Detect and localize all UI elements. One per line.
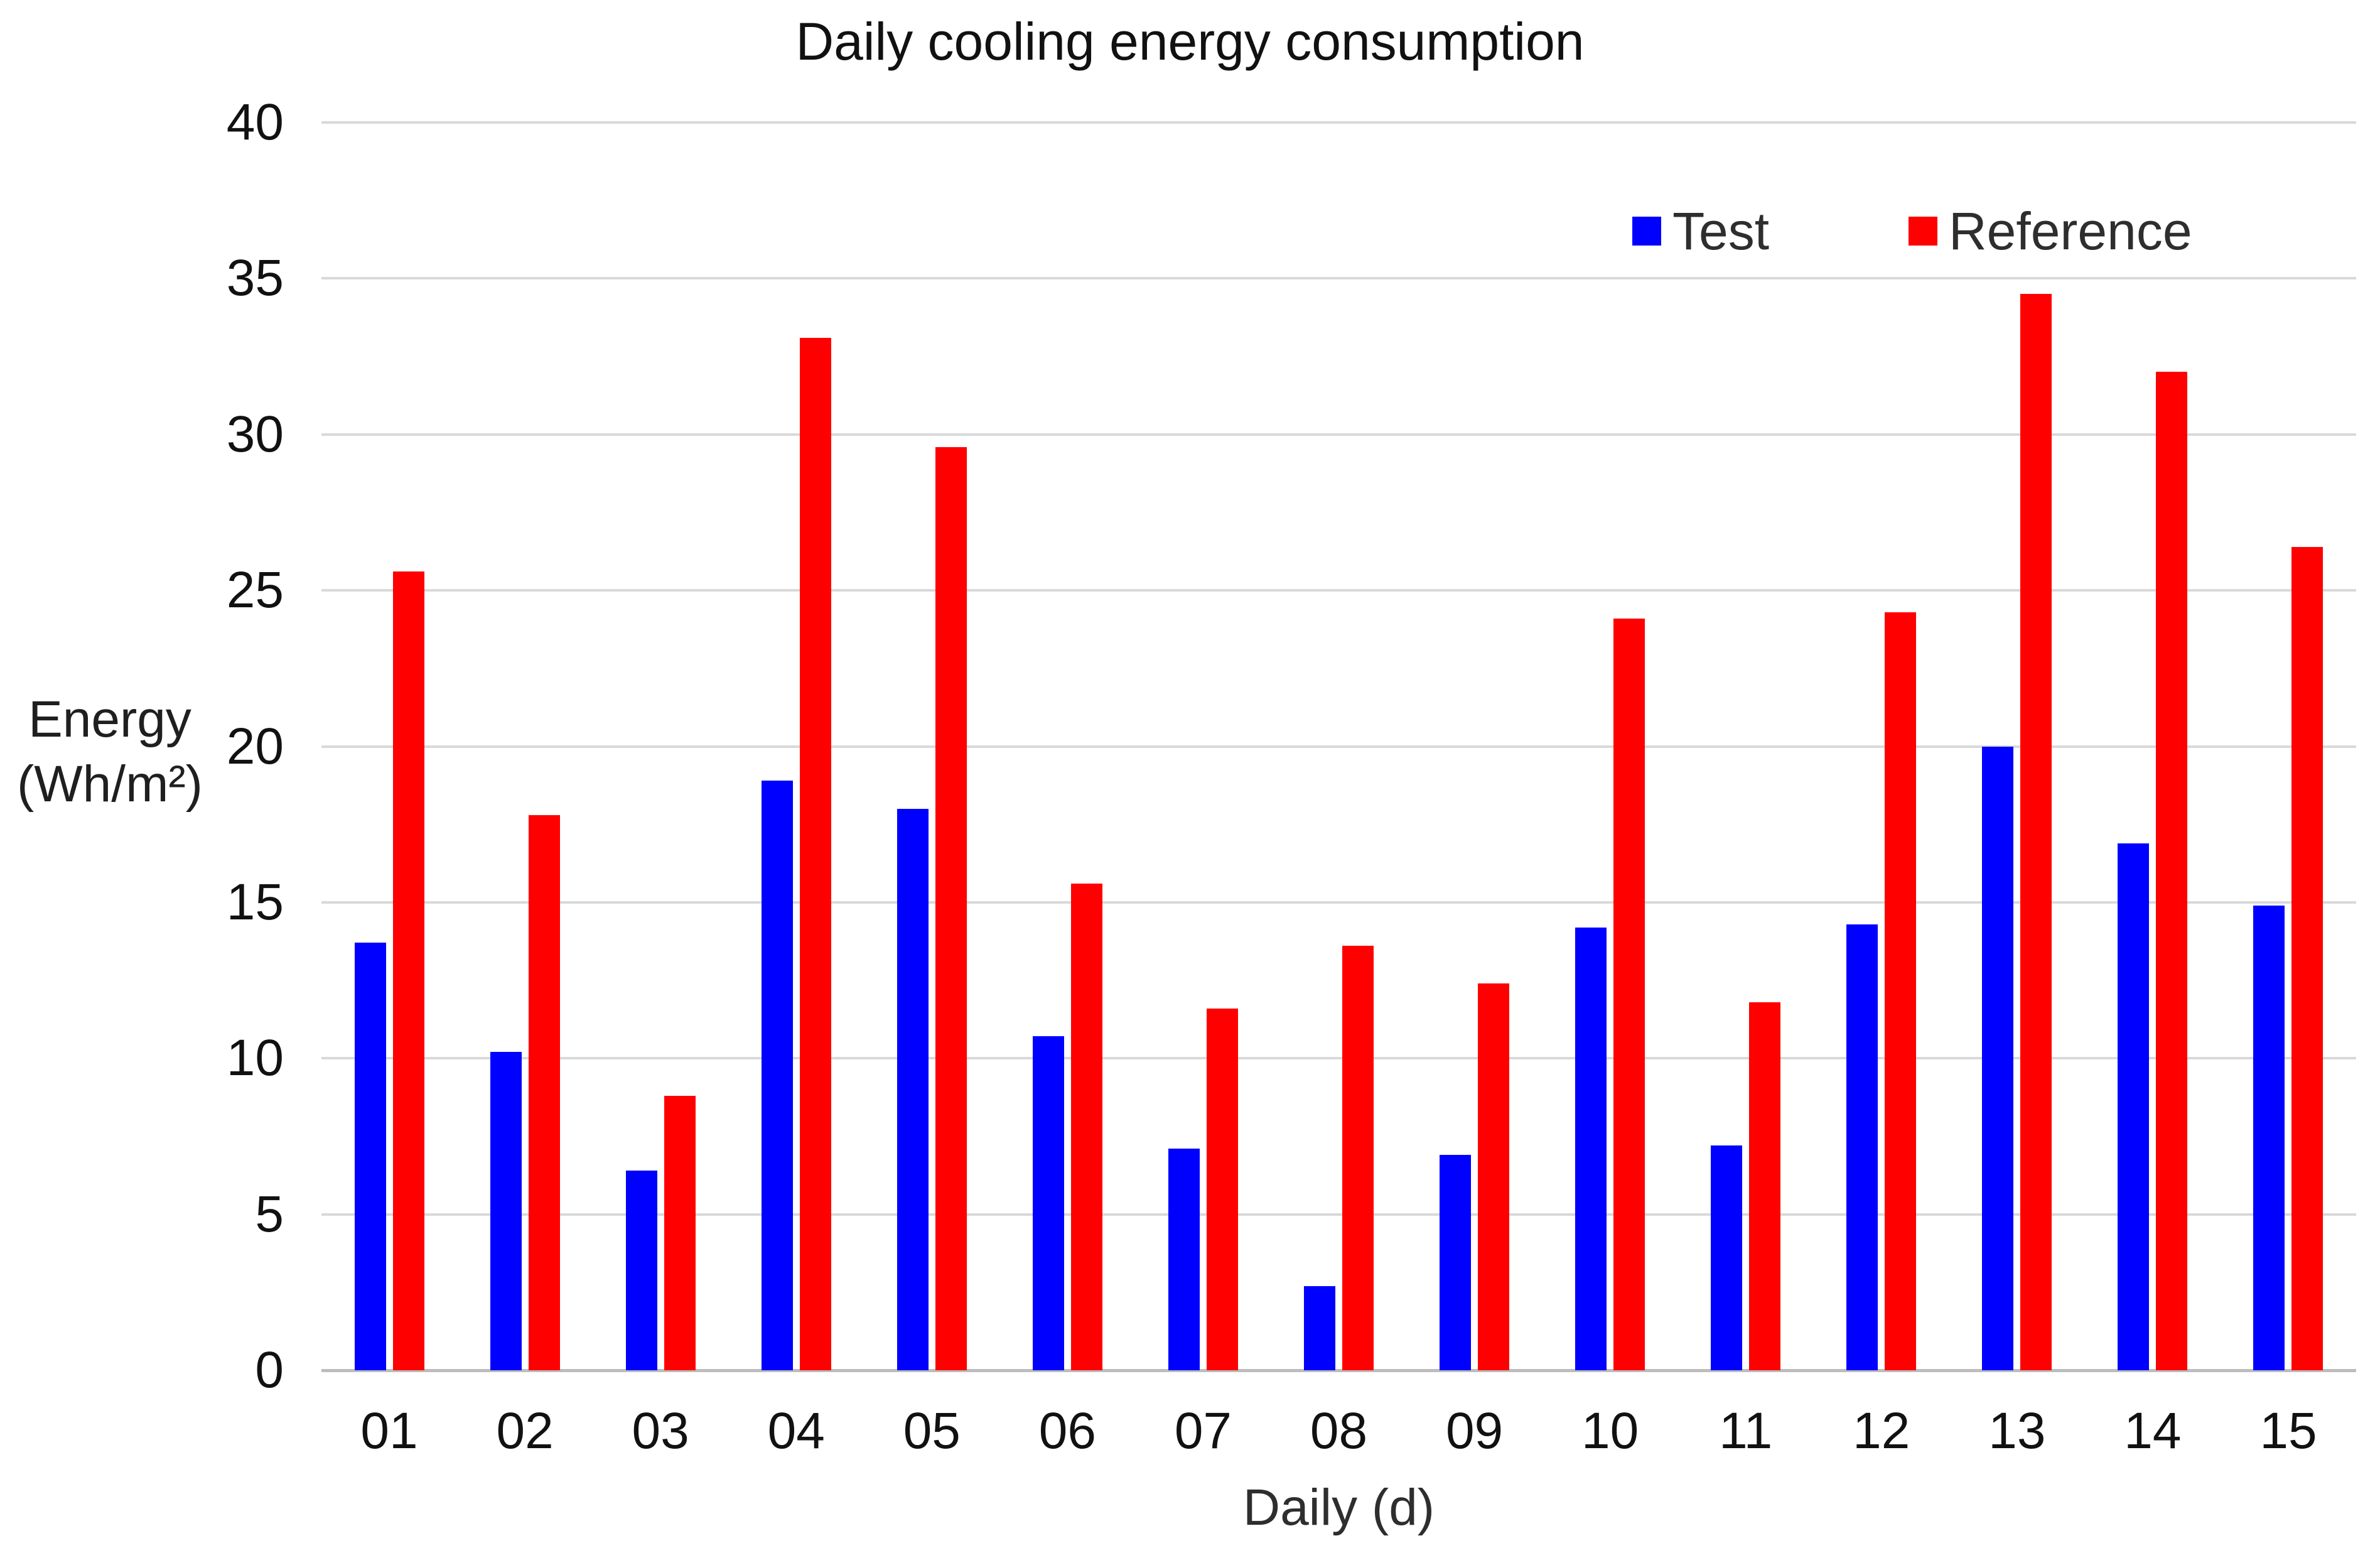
x-tick-label-08: 08	[1310, 1402, 1368, 1459]
y-axis-title-line2: (Wh/m²)	[16, 755, 203, 813]
bar-test-13	[1982, 746, 2014, 1370]
x-tick-label-12: 12	[1853, 1402, 1910, 1459]
y-tick-label-30: 30	[226, 405, 284, 463]
legend-item-reference: Reference	[1909, 202, 2192, 260]
y-tick-label-20: 20	[226, 717, 284, 775]
x-tick-label-11: 11	[1719, 1402, 1773, 1459]
bar-reference-13	[2020, 294, 2052, 1370]
gridline-25	[321, 589, 2356, 592]
y-tick-label-5: 5	[255, 1185, 284, 1243]
bar-reference-02	[528, 815, 560, 1370]
x-tick-label-13: 13	[1988, 1402, 2046, 1459]
chart-title: Daily cooling energy consumption	[795, 12, 1585, 71]
bar-test-10	[1575, 927, 1607, 1370]
y-tick-label-40: 40	[226, 94, 284, 151]
x-tick-label-07: 07	[1174, 1402, 1232, 1459]
x-tick-label-02: 02	[496, 1402, 554, 1459]
x-tick-label-06: 06	[1038, 1402, 1096, 1459]
x-tick-label-09: 09	[1445, 1402, 1504, 1459]
bar-reference-12	[1885, 612, 1917, 1370]
x-axis-line	[321, 1369, 2356, 1372]
reference-series-swatch-icon	[1909, 217, 1937, 246]
bar-reference-05	[935, 447, 967, 1370]
x-tick-label-03: 03	[632, 1402, 689, 1459]
x-tick-label-04: 04	[767, 1402, 825, 1459]
x-tick-label-10: 10	[1581, 1402, 1639, 1459]
bar-reference-10	[1613, 618, 1645, 1370]
bar-test-03	[625, 1171, 657, 1370]
bar-reference-15	[2291, 546, 2323, 1370]
bar-reference-08	[1342, 946, 1374, 1370]
bar-reference-11	[1749, 1002, 1781, 1370]
bar-test-05	[897, 808, 929, 1370]
legend-label-test: Test	[1672, 202, 1770, 261]
legend-item-test: Test	[1632, 202, 1769, 260]
y-tick-label-10: 10	[226, 1029, 284, 1087]
bar-test-04	[761, 781, 793, 1370]
y-tick-label-25: 25	[226, 561, 284, 619]
gridline-10	[321, 1057, 2356, 1060]
bar-test-08	[1304, 1285, 1335, 1370]
x-tick-label-15: 15	[2259, 1402, 2317, 1459]
x-tick-label-05: 05	[903, 1402, 961, 1459]
y-tick-label-35: 35	[226, 249, 284, 307]
bar-test-11	[1711, 1145, 1743, 1370]
x-tick-label-01: 01	[360, 1402, 418, 1459]
x-tick-label-14: 14	[2124, 1402, 2182, 1459]
gridline-20	[321, 745, 2356, 748]
legend-label-reference: Reference	[1949, 202, 2192, 261]
gridline-40	[321, 121, 2356, 124]
bar-test-02	[490, 1052, 522, 1370]
test-series-swatch-icon	[1632, 217, 1661, 246]
bar-test-09	[1440, 1155, 1472, 1370]
gridline-30	[321, 433, 2356, 436]
gridline-35	[321, 277, 2356, 280]
bar-reference-03	[664, 1095, 696, 1370]
gridline-15	[321, 901, 2356, 904]
x-axis-title: Daily (d)	[1242, 1479, 1435, 1536]
bar-reference-07	[1206, 1008, 1238, 1370]
y-tick-label-15: 15	[226, 873, 284, 931]
bar-test-12	[1846, 924, 1878, 1370]
gridline-5	[321, 1213, 2356, 1216]
y-axis-title: Energy (Wh/m²)	[6, 688, 213, 816]
y-axis-title-line1: Energy	[28, 691, 191, 748]
y-tick-label-0: 0	[255, 1341, 284, 1399]
bar-reference-09	[1478, 983, 1510, 1370]
bar-test-15	[2253, 905, 2285, 1370]
bar-test-14	[2118, 843, 2150, 1370]
bar-reference-06	[1070, 884, 1102, 1370]
bar-test-07	[1168, 1149, 1200, 1370]
bar-test-01	[354, 943, 386, 1370]
bar-reference-14	[2156, 372, 2188, 1370]
bar-test-06	[1032, 1036, 1064, 1370]
bar-reference-04	[799, 337, 831, 1370]
bar-reference-01	[392, 571, 424, 1370]
plot-area	[321, 121, 2356, 1372]
